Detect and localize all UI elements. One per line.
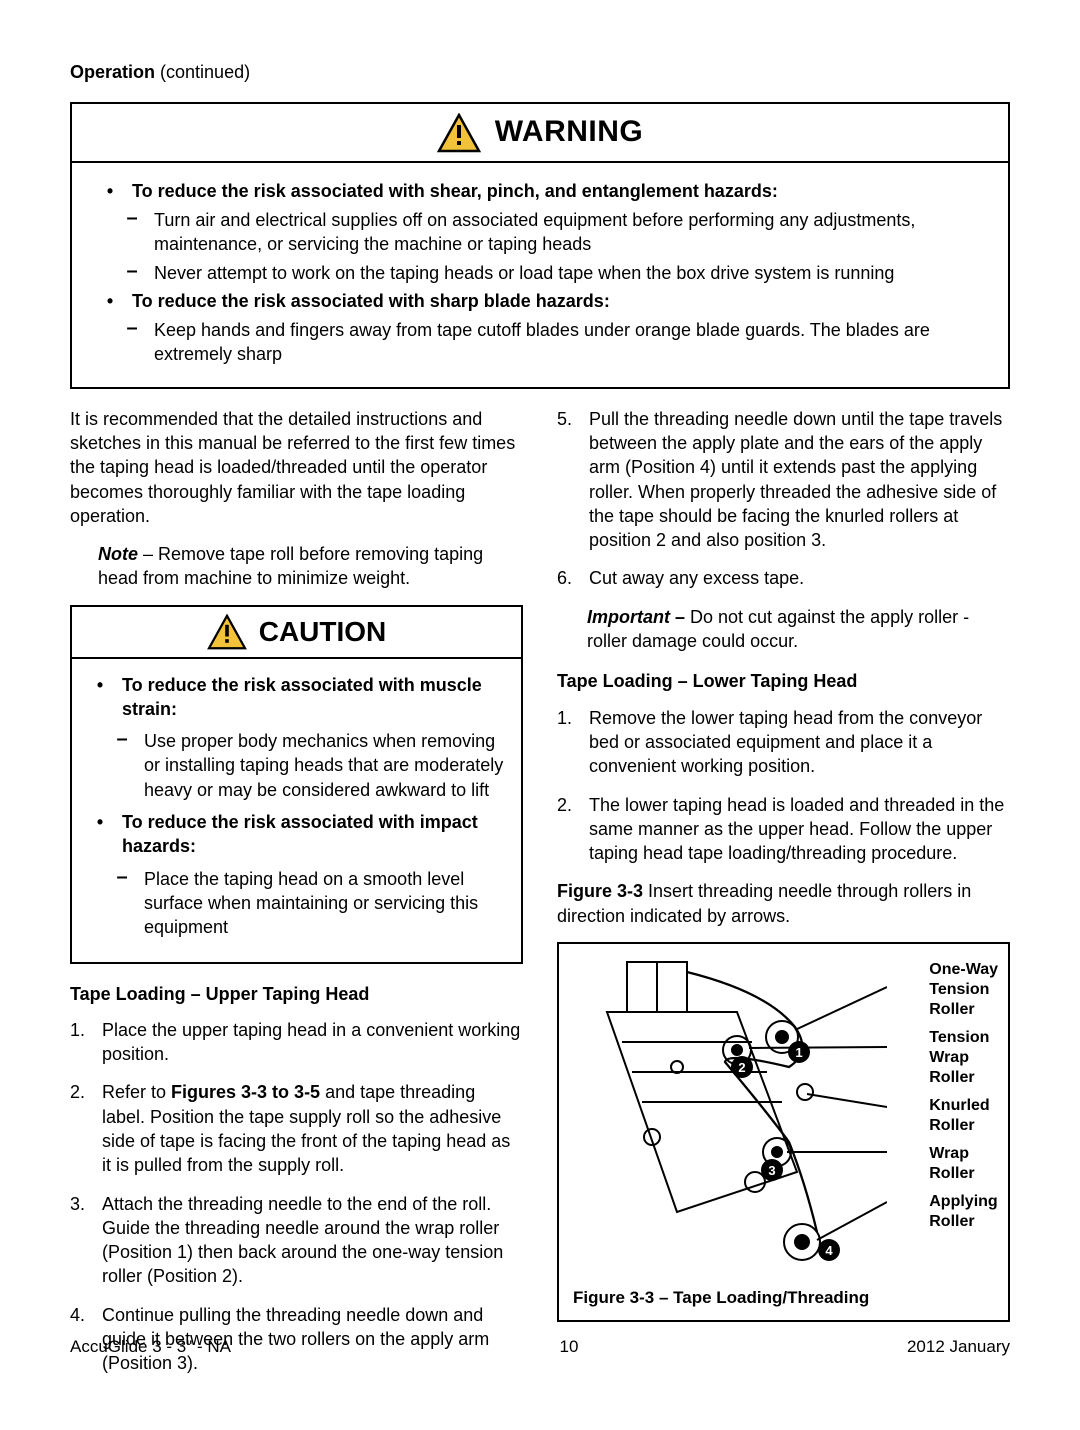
step-number: 2. xyxy=(70,1080,92,1177)
dot-mark: • xyxy=(92,673,108,722)
page-footer: AccuGlide 3 - 3" - NA 10 2012 January xyxy=(70,1336,1010,1359)
caution-body: • To reduce the risk associated with musc… xyxy=(72,659,521,962)
section-cont: (continued) xyxy=(160,62,250,82)
footer-left: AccuGlide 3 - 3" - NA xyxy=(70,1336,231,1359)
step-number: 1. xyxy=(557,706,579,779)
bullet-text: Never attempt to work on the taping head… xyxy=(154,261,986,285)
left-column: It is recommended that the detailed inst… xyxy=(70,407,523,1390)
caution-header: CAUTION xyxy=(72,607,521,659)
list-item: 2.Refer to Figures 3-3 to 3-5 and tape t… xyxy=(70,1080,523,1177)
bullet-item: –Never attempt to work on the taping hea… xyxy=(102,261,986,285)
step-text: Place the upper taping head in a conveni… xyxy=(102,1018,523,1067)
bullet-text: Use proper body mechanics when removing … xyxy=(144,729,505,802)
warning-title: WARNING xyxy=(495,112,644,153)
bullet-text: To reduce the risk associated with impac… xyxy=(122,810,505,859)
step-number: 5. xyxy=(557,407,579,553)
bullet-text: To reduce the risk associated with shear… xyxy=(132,179,986,204)
caution-triangle-icon xyxy=(207,614,247,650)
bullet-text: To reduce the risk associated with muscl… xyxy=(122,673,505,722)
warning-body: • To reduce the risk associated with shea… xyxy=(72,163,1008,387)
bullet-item: –Turn air and electrical supplies off on… xyxy=(102,208,986,257)
footer-center: 10 xyxy=(560,1336,579,1359)
list-item: 1.Place the upper taping head in a conve… xyxy=(70,1018,523,1067)
figure-label: One-WayTensionRoller xyxy=(929,960,998,1020)
dash-mark: – xyxy=(124,318,140,367)
figure-label: KnurledRoller xyxy=(929,1096,998,1136)
dot-mark: • xyxy=(92,810,108,859)
upper-steps-list: 1.Place the upper taping head in a conve… xyxy=(70,1018,523,1376)
step-text: Cut away any excess tape. xyxy=(589,566,1010,590)
step-text: Attach the threading needle to the end o… xyxy=(102,1192,523,1289)
figure-lead: Figure 3-3 Insert threading needle throu… xyxy=(557,879,1010,928)
warning-header: WARNING xyxy=(72,104,1008,163)
figure-label: ApplyingRoller xyxy=(929,1192,998,1232)
step-text: Remove the lower taping head from the co… xyxy=(589,706,1010,779)
lower-head: Tape Loading – Lower Taping Head xyxy=(557,669,1010,693)
figure-box: 1 2 3 4 One-WayTensionRoller TensionWrapR… xyxy=(557,942,1010,1322)
svg-text:3: 3 xyxy=(768,1163,775,1178)
step-number: 2. xyxy=(557,793,579,866)
section-header: Operation (continued) xyxy=(70,60,1010,84)
lower-steps-list: 1.Remove the lower taping head from the … xyxy=(557,706,1010,866)
figure-labels: One-WayTensionRoller TensionWrapRoller Knu… xyxy=(929,960,998,1240)
step-number: 1. xyxy=(70,1018,92,1067)
important-label: Important – xyxy=(587,607,685,627)
figure-label: TensionWrapRoller xyxy=(929,1028,998,1088)
note-block: Note – Remove tape roll before removing … xyxy=(70,542,523,591)
figure-reference: Figures 3-3 to 3-5 xyxy=(171,1082,320,1102)
section-name: Operation xyxy=(70,62,155,82)
note-label: Note xyxy=(98,544,138,564)
step-text: The lower taping head is loaded and thre… xyxy=(589,793,1010,866)
bullet-heading: • To reduce the risk associated with impa… xyxy=(92,810,505,859)
dash-mark: – xyxy=(114,867,130,940)
caution-box: CAUTION • To reduce the risk associated w… xyxy=(70,605,523,964)
caution-title: CAUTION xyxy=(259,613,387,651)
dot-mark: • xyxy=(102,179,118,204)
bullet-text: Turn air and electrical supplies off on … xyxy=(154,208,986,257)
bullet-heading: • To reduce the risk associated with musc… xyxy=(92,673,505,722)
figure-caption: Figure 3-3 – Tape Loading/Threading xyxy=(573,1287,994,1310)
bullet-text: Place the taping head on a smooth level … xyxy=(144,867,505,940)
continued-steps-list: 5.Pull the threading needle down until t… xyxy=(557,407,1010,591)
dash-mark: – xyxy=(124,208,140,257)
bullet-heading: • To reduce the risk associated with shea… xyxy=(102,179,986,204)
warning-box: WARNING • To reduce the risk associated w… xyxy=(70,102,1010,388)
intro-paragraph: It is recommended that the detailed inst… xyxy=(70,407,523,528)
step-number: 6. xyxy=(557,566,579,590)
figure-lead-bold: Figure 3-3 xyxy=(557,881,643,901)
warning-triangle-icon xyxy=(437,113,481,153)
bullet-text: Keep hands and fingers away from tape cu… xyxy=(154,318,986,367)
note-text: – Remove tape roll before removing tapin… xyxy=(98,544,483,588)
bullet-item: –Place the taping head on a smooth level… xyxy=(92,867,505,940)
list-item: 5.Pull the threading needle down until t… xyxy=(557,407,1010,553)
list-item: 2.The lower taping head is loaded and th… xyxy=(557,793,1010,866)
figure-diagram: 1 2 3 4 xyxy=(567,952,887,1282)
step-text: Pull the threading needle down until the… xyxy=(589,407,1010,553)
svg-text:1: 1 xyxy=(795,1045,802,1060)
bullet-text: To reduce the risk associated with sharp… xyxy=(132,289,986,314)
important-block: Important – Do not cut against the apply… xyxy=(557,605,1010,654)
svg-text:4: 4 xyxy=(825,1243,833,1258)
list-item: 1.Remove the lower taping head from the … xyxy=(557,706,1010,779)
dash-mark: – xyxy=(114,729,130,802)
right-column: 5.Pull the threading needle down until t… xyxy=(557,407,1010,1390)
bullet-item: –Use proper body mechanics when removing… xyxy=(92,729,505,802)
step-number: 3. xyxy=(70,1192,92,1289)
dash-mark: – xyxy=(124,261,140,285)
bullet-heading: • To reduce the risk associated with shar… xyxy=(102,289,986,314)
footer-right: 2012 January xyxy=(907,1336,1010,1359)
step-text: Refer to Figures 3-3 to 3-5 and tape thr… xyxy=(102,1080,523,1177)
list-item: 6. Cut away any excess tape. xyxy=(557,566,1010,590)
svg-text:2: 2 xyxy=(738,1060,745,1075)
list-item: 3.Attach the threading needle to the end… xyxy=(70,1192,523,1289)
bullet-item: –Keep hands and fingers away from tape c… xyxy=(102,318,986,367)
dot-mark: • xyxy=(102,289,118,314)
figure-label: WrapRoller xyxy=(929,1144,998,1184)
upper-head: Tape Loading – Upper Taping Head xyxy=(70,982,523,1006)
